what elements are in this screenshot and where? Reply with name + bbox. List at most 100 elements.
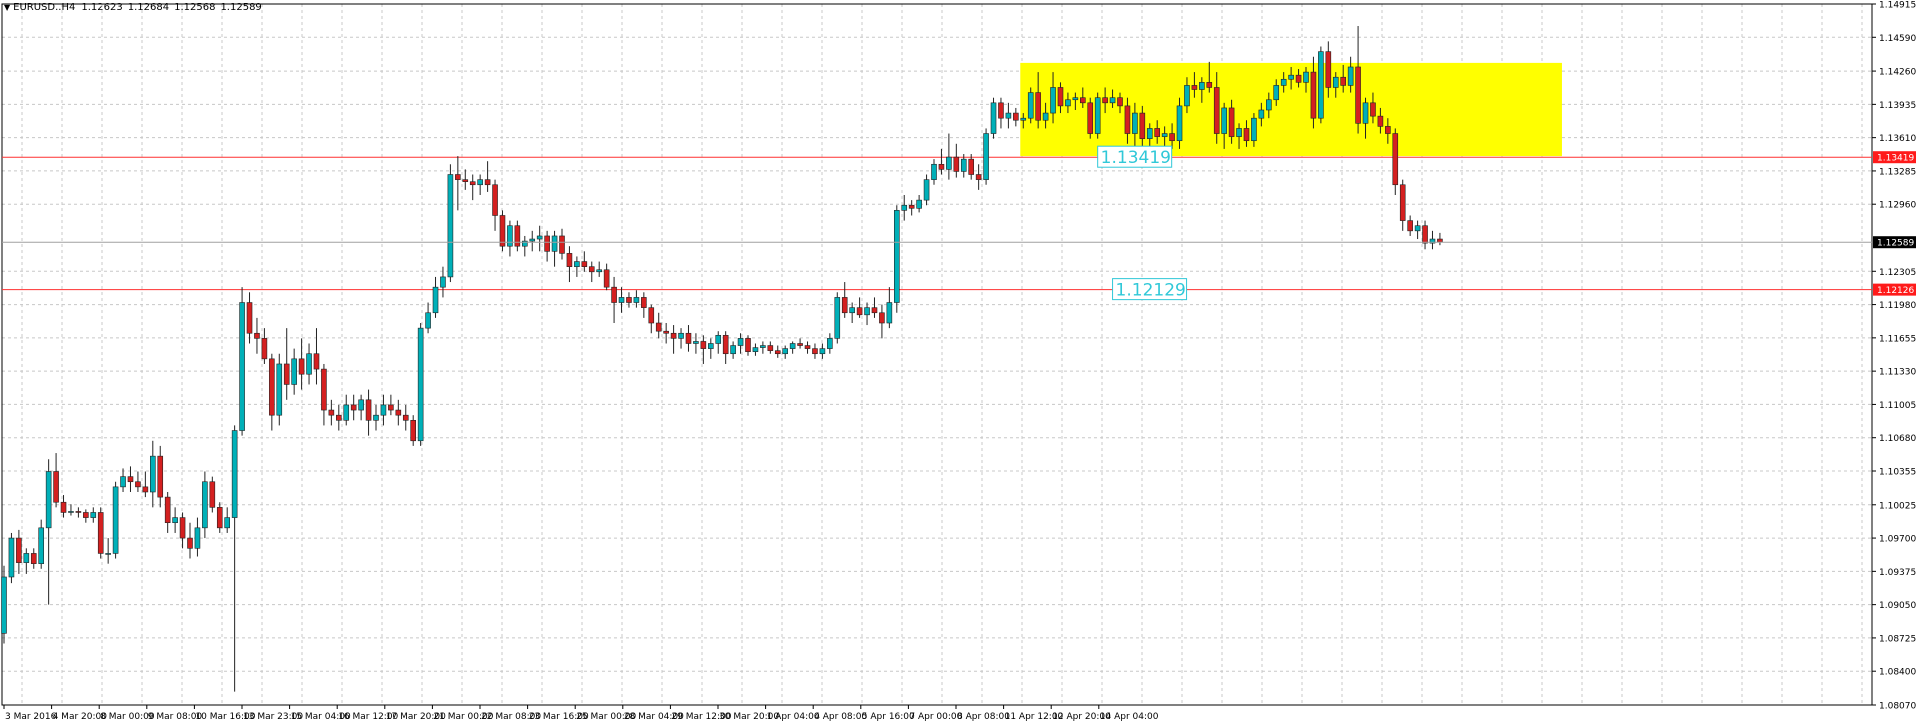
candle-body (737, 338, 744, 346)
y-tick-label: 1.10680 (1879, 434, 1916, 444)
candle-body (722, 334, 729, 355)
x-tick-label: 28 Mar 04:00 (624, 712, 684, 722)
candle-body (834, 297, 841, 339)
candle-body (641, 297, 647, 308)
x-tick-label: 7 Apr 00:00 (909, 712, 962, 722)
candle (224, 507, 230, 533)
candle-body (588, 266, 595, 273)
candle-body (499, 215, 506, 247)
candle-body (827, 338, 833, 349)
candle-body (960, 158, 967, 172)
candle-body (216, 507, 223, 529)
candle-body (559, 235, 565, 254)
candle-body (1057, 87, 1064, 107)
candle (923, 174, 930, 206)
candle-body (231, 430, 238, 518)
candle-body (365, 399, 372, 421)
y-tick-label: 1.14590 (1879, 34, 1916, 44)
candle-body (648, 307, 655, 324)
candle (179, 512, 186, 549)
level-price-tag: 1.12126 (1877, 286, 1914, 296)
candle (1206, 61, 1213, 93)
candle-body (879, 312, 885, 324)
candle-body (1184, 85, 1190, 107)
candle-body (1370, 102, 1376, 117)
candle-body (767, 345, 774, 351)
candle (812, 343, 818, 359)
candle-body (1355, 66, 1361, 124)
dropdown-triangle-icon[interactable]: ▼ (4, 3, 11, 12)
level-label-box (1112, 278, 1188, 301)
candle (30, 548, 37, 569)
y-tick-label: 1.10025 (1879, 501, 1916, 511)
candle (1124, 97, 1131, 144)
candle (328, 399, 335, 426)
candle (1288, 66, 1294, 90)
candle (8, 532, 15, 584)
candle (879, 304, 885, 339)
level-label-box (1097, 145, 1173, 168)
candle (492, 179, 498, 231)
candle (507, 220, 513, 257)
candle (990, 97, 997, 139)
candle (908, 200, 915, 216)
candle-body (521, 240, 528, 247)
candle-body (856, 307, 863, 316)
candle-body (239, 302, 245, 431)
chart-header: ▼ EURUSD..H4 1.12623 1.12684 1.12568 1.12589 (4, 2, 267, 13)
candle (402, 404, 409, 431)
candle-body (269, 358, 275, 416)
candle (626, 292, 632, 308)
candle (209, 476, 216, 513)
candle (276, 353, 283, 426)
candle-body (655, 322, 662, 332)
candle-body (760, 345, 766, 348)
candle-body (916, 199, 922, 209)
candle (618, 287, 625, 313)
candle-body (209, 481, 216, 508)
candle-body (1013, 112, 1019, 121)
x-tick-label: 12 Apr 20:00 (1052, 712, 1111, 722)
candle (373, 404, 379, 431)
candle (53, 453, 59, 508)
candle (789, 341, 796, 354)
candle (321, 363, 327, 426)
candle-body (179, 517, 186, 539)
candle (1303, 66, 1309, 93)
candle (722, 331, 729, 364)
candle-body (1117, 97, 1123, 107)
candle (574, 256, 580, 277)
level-price-tag: 1.13419 (1877, 154, 1914, 164)
level-price-tag-bg (1873, 151, 1916, 164)
candle-body (1146, 128, 1153, 139)
candle (938, 148, 945, 175)
candles (1, 26, 1443, 692)
x-tick-label: 16 Mar 12:00 (338, 712, 398, 722)
candle (68, 504, 74, 516)
candle (745, 335, 751, 356)
candle-body (566, 253, 573, 267)
candle-body (983, 133, 989, 180)
candle-body (536, 235, 543, 240)
y-tick-label: 1.09050 (1879, 601, 1916, 611)
candle-body (1124, 105, 1131, 134)
candle (1042, 102, 1049, 129)
candle-body (23, 553, 30, 563)
y-tick-label: 1.10355 (1879, 467, 1916, 477)
candle (611, 276, 617, 324)
candle (931, 159, 937, 185)
candle (514, 220, 521, 252)
candle (603, 263, 610, 291)
candle-body (410, 419, 417, 442)
candle (1228, 99, 1235, 144)
x-tick-label: 22 Mar 08:00 (481, 712, 541, 722)
candle (588, 261, 595, 283)
y-tick-label: 1.09700 (1879, 535, 1916, 545)
candle-body (83, 512, 89, 518)
candle (1199, 77, 1205, 103)
candle (380, 394, 387, 426)
y-tick-label: 1.12960 (1879, 201, 1916, 211)
candle-body (1362, 102, 1369, 124)
candle-body (60, 501, 67, 513)
